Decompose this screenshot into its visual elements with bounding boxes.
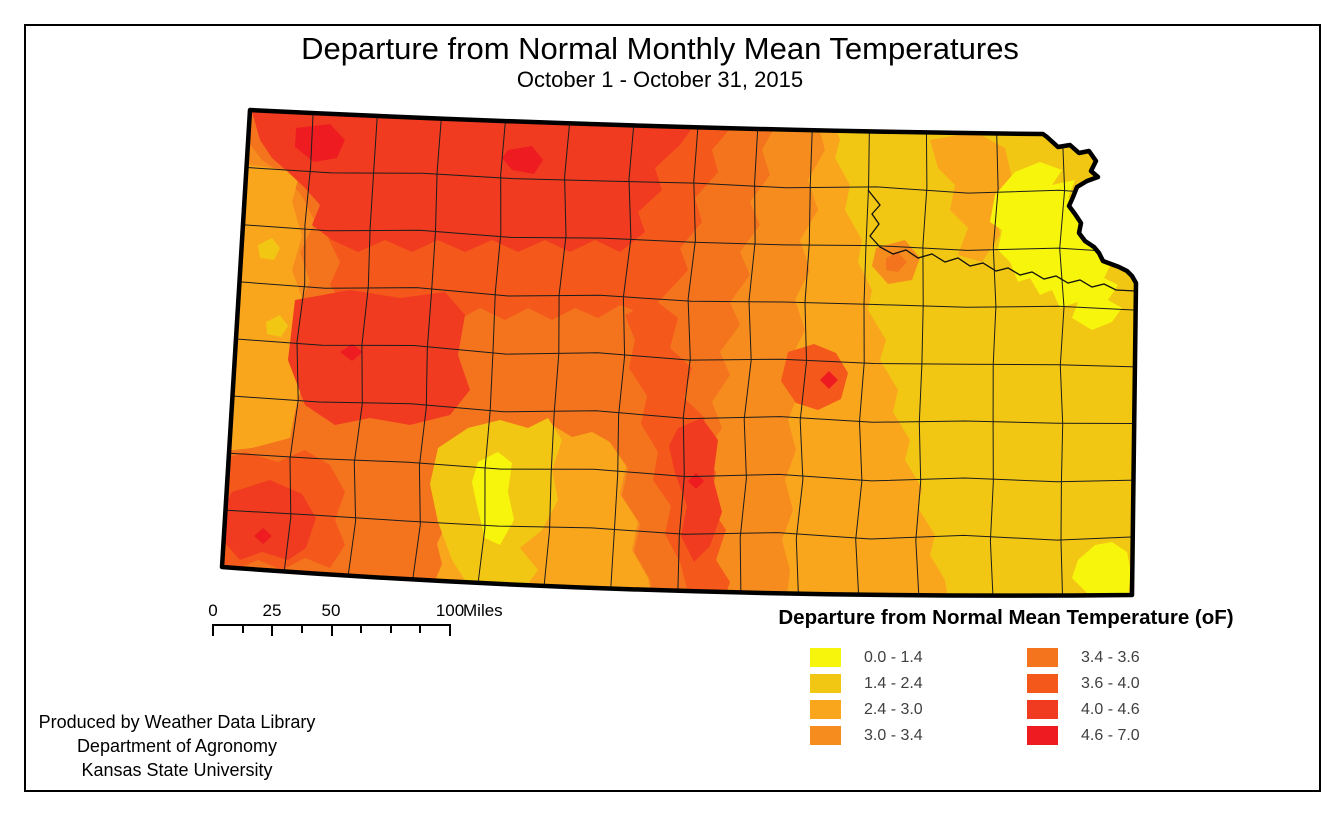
- scale-tick: [360, 624, 363, 633]
- legend-item: 3.0 - 3.4: [810, 726, 923, 745]
- surface-se-yellow-corner: [1072, 542, 1131, 596]
- legend-column-right: 3.4 - 3.6 3.6 - 4.0 4.0 - 4.6 4.6 - 7.0: [1027, 648, 1140, 745]
- legend-item: 2.4 - 3.0: [810, 700, 923, 719]
- legend-range-label: 3.4 - 3.6: [1081, 648, 1140, 666]
- legend-swatch: [1027, 700, 1058, 719]
- surface-red-sw-corner: [222, 480, 316, 560]
- page-title: Departure from Normal Monthly Mean Tempe…: [301, 31, 1019, 66]
- surface-redorange-east-pocket: [781, 344, 848, 410]
- surface-west-gold-dot-b: [266, 315, 288, 337]
- legend-range-label: 4.0 - 4.6: [1081, 700, 1140, 718]
- legend-item: 4.6 - 7.0: [1027, 726, 1140, 745]
- surface-deepred-spot-a: [295, 124, 345, 162]
- surface-deepred-spot-b: [502, 146, 543, 174]
- surface-red-nw-top: [252, 112, 700, 252]
- surface-ne-small-darkorange: [886, 252, 907, 272]
- kansas-river-line: [867, 189, 1136, 292]
- legend-swatch: [1027, 648, 1058, 667]
- surface-deepred-spot-f: [254, 528, 272, 544]
- scale-tick: [419, 624, 422, 633]
- legend-swatch: [810, 648, 841, 667]
- legend-range-label: 4.6 - 7.0: [1081, 726, 1140, 744]
- surface-deepred-spot-e: [688, 473, 704, 489]
- county-borders: [222, 110, 1136, 596]
- credit-line: Kansas State University: [81, 760, 273, 780]
- surface-deepred-spot-d: [820, 371, 838, 389]
- legend-swatch: [810, 700, 841, 719]
- scale-tick: [389, 624, 392, 633]
- scale-tick: [212, 624, 214, 636]
- surface-deepred-spot-c: [340, 344, 363, 361]
- legend-item: 4.0 - 4.6: [1027, 700, 1140, 719]
- legend-item: 0.0 - 1.4: [810, 648, 923, 667]
- scale-label-0: 0: [208, 601, 218, 620]
- surface-red-west-center: [288, 290, 470, 425]
- scale-label-25: 25: [262, 601, 282, 620]
- legend-item: 3.6 - 4.0: [1027, 674, 1140, 693]
- legend-item: 1.4 - 2.4: [810, 674, 923, 693]
- scale-tick: [300, 624, 303, 633]
- surface-ne-yellow-river-valley: [990, 162, 1122, 330]
- credits-block: Produced by Weather Data Library Departm…: [22, 710, 332, 782]
- scale-tick: [241, 624, 244, 633]
- surface-ne-orange-patch: [930, 132, 1012, 262]
- surface-west-edge-light-strip: [222, 160, 306, 452]
- page-subtitle: October 1 - October 31, 2015: [516, 67, 804, 92]
- scale-tick: [271, 624, 274, 636]
- legend-range-label: 3.6 - 4.0: [1081, 674, 1140, 692]
- surface-red-south-center: [669, 418, 722, 562]
- state-border: [219, 107, 1139, 598]
- scale-tick: [330, 624, 333, 636]
- scale-label-100: 100: [435, 601, 465, 620]
- surface-west-gold-dot-a: [258, 238, 280, 260]
- legend-swatch: [810, 674, 841, 693]
- legend-item: 3.4 - 3.6: [1027, 648, 1140, 667]
- temperature-surface-layer: [222, 110, 1136, 596]
- legend-swatch: [810, 726, 841, 745]
- credit-line: Department of Agronomy: [76, 736, 278, 756]
- legend-range-label: 0.0 - 1.4: [864, 648, 923, 666]
- legend-range-label: 1.4 - 2.4: [864, 674, 923, 692]
- scale-unit-label: Miles: [463, 601, 503, 620]
- credit-line: Produced by Weather Data Library: [38, 712, 316, 732]
- scale-label-50: 50: [321, 601, 341, 620]
- legend-column-left: 0.0 - 1.4 1.4 - 2.4 2.4 - 3.0 3.0 - 3.4: [810, 648, 923, 745]
- legend-range-label: 3.0 - 3.4: [864, 726, 923, 744]
- legend-swatch: [1027, 726, 1058, 745]
- legend-swatch: [1027, 674, 1058, 693]
- legend-title: Departure from Normal Mean Temperature (…: [778, 606, 1234, 629]
- scale-tick: [449, 624, 451, 636]
- legend-range-label: 2.4 - 3.0: [864, 700, 923, 718]
- surface-southcentral-yellow-core: [472, 452, 514, 545]
- map-neatline-border: [24, 24, 1321, 792]
